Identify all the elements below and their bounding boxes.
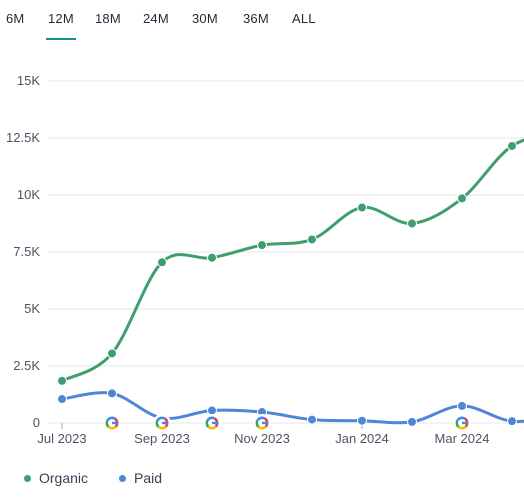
x-tick-label: Jul 2023	[37, 431, 86, 446]
date-range-tabs: 6M 12M 18M 24M 30M 36M ALL	[0, 0, 524, 44]
y-tick-label: 15K	[17, 73, 40, 88]
data-point-organic[interactable]	[107, 348, 117, 359]
google-update-icon[interactable]	[453, 414, 471, 432]
traffic-line-chart: 0 2.5K 5K 7.5K 10K 12.5K 15K Jul 2023 Sep 2023 N…	[6, 73, 524, 446]
tab-all[interactable]: ALL	[292, 11, 316, 26]
series-points	[57, 140, 517, 427]
data-point-organic[interactable]	[57, 375, 67, 386]
legend-label-paid: Paid	[134, 470, 163, 486]
data-point-organic[interactable]	[207, 252, 217, 263]
data-point-paid[interactable]	[407, 416, 417, 427]
tab-18m[interactable]: 18M	[95, 11, 121, 26]
series-line-organic	[60, 138, 524, 383]
tab-12m[interactable]: 12M	[46, 11, 76, 40]
data-point-paid[interactable]	[357, 415, 367, 426]
y-tick-label: 7.5K	[13, 244, 40, 259]
data-point-organic[interactable]	[307, 234, 317, 245]
legend-item-organic[interactable]: Organic	[24, 470, 88, 486]
x-tick-label: Mar 2024	[435, 431, 490, 446]
data-point-organic[interactable]	[407, 218, 417, 229]
legend-item-paid[interactable]: Paid	[119, 470, 162, 486]
y-tick-label: 2.5K	[13, 358, 40, 373]
data-point-paid[interactable]	[307, 414, 317, 425]
tab-24m[interactable]: 24M	[143, 11, 169, 26]
y-tick-label: 10K	[17, 187, 40, 202]
data-point-organic[interactable]	[257, 240, 267, 251]
grid-lines	[48, 80, 524, 424]
data-point-paid[interactable]	[107, 388, 117, 399]
google-update-icon[interactable]	[203, 414, 221, 432]
y-tick-label: 0	[33, 415, 40, 430]
data-point-paid[interactable]	[457, 400, 467, 411]
google-update-markers	[103, 414, 471, 432]
tab-30m[interactable]: 30M	[192, 11, 218, 26]
legend-dot-organic	[24, 474, 31, 482]
x-tick-label: Jan 2024	[335, 431, 389, 446]
legend-dot-paid	[119, 474, 126, 482]
google-update-icon[interactable]	[103, 414, 121, 432]
data-point-paid[interactable]	[207, 405, 217, 416]
tab-6m[interactable]: 6M	[6, 11, 25, 26]
data-point-organic[interactable]	[357, 202, 367, 213]
google-update-icon[interactable]	[153, 414, 171, 432]
x-tick-label: Nov 2023	[234, 431, 290, 446]
y-tick-label: 12.5K	[6, 130, 40, 145]
data-point-organic[interactable]	[157, 257, 167, 268]
data-point-paid[interactable]	[57, 394, 67, 405]
data-point-organic[interactable]	[457, 193, 467, 204]
data-point-organic[interactable]	[507, 140, 517, 151]
series-lines	[60, 138, 524, 425]
data-point-paid[interactable]	[507, 416, 517, 427]
y-axis-ticks: 0 2.5K 5K 7.5K 10K 12.5K 15K	[6, 73, 40, 430]
tab-36m[interactable]: 36M	[243, 11, 269, 26]
x-tick-label: Sep 2023	[134, 431, 190, 446]
google-update-icon[interactable]	[253, 414, 271, 432]
y-tick-label: 5K	[24, 301, 40, 316]
legend-label-organic: Organic	[39, 470, 89, 486]
